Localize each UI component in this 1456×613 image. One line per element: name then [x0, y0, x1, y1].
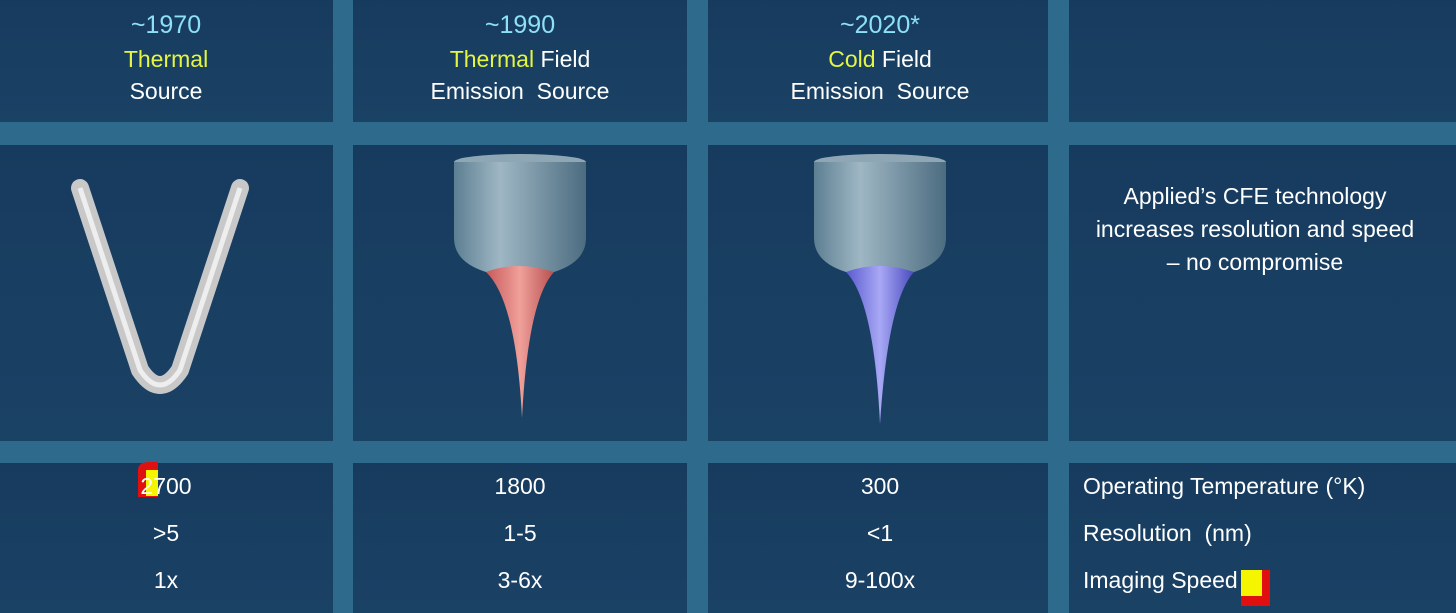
value: 2700: [140, 473, 192, 499]
highlight-mark: [1241, 570, 1270, 606]
highlight-mark: [1241, 570, 1262, 596]
filament: [71, 179, 249, 394]
title-line: Cold Field: [828, 45, 932, 73]
filament-highlight: [77, 187, 243, 388]
value: 1-5: [503, 520, 537, 546]
panel: [708, 463, 1048, 613]
title-line: Thermal: [124, 45, 208, 73]
title-highlight: Cold: [828, 46, 876, 72]
year: ~1990: [484, 11, 556, 39]
panel: [353, 463, 687, 613]
tip-thermal-field: [454, 154, 586, 418]
note: Applied’s CFE technology increases resol…: [1095, 183, 1415, 275]
title-line-2: Emission Source: [430, 78, 610, 104]
value: 9-100x: [844, 567, 916, 593]
title-highlight: Thermal: [123, 46, 209, 72]
panel: [0, 0, 333, 122]
value: >5: [152, 520, 180, 546]
value: <1: [866, 520, 894, 546]
metric-label: Operating Temperature (°K): [1083, 473, 1366, 499]
panel: [1069, 145, 1456, 441]
metric-label: Resolution (nm): [1083, 520, 1252, 546]
title-line-2: Source: [129, 78, 203, 104]
panel: [0, 463, 333, 613]
title-line: Thermal Field: [450, 45, 591, 73]
tip-cold-field: [814, 154, 946, 424]
highlight-mark: [146, 470, 158, 496]
value: 1x: [153, 567, 179, 593]
title-rest: Field: [540, 46, 591, 72]
value: 1800: [494, 473, 546, 499]
panel: [1069, 0, 1456, 122]
year: ~1970: [130, 11, 202, 39]
title-highlight: Thermal: [449, 46, 535, 72]
metric-label: Imaging Speed: [1083, 567, 1238, 593]
panel: [708, 0, 1048, 122]
title-rest: Field: [881, 46, 932, 72]
year: ~2020*: [840, 11, 920, 39]
value: 3-6x: [497, 567, 543, 593]
title-line-2: Emission Source: [790, 78, 970, 104]
value: 300: [860, 473, 900, 499]
panel: [353, 0, 687, 122]
